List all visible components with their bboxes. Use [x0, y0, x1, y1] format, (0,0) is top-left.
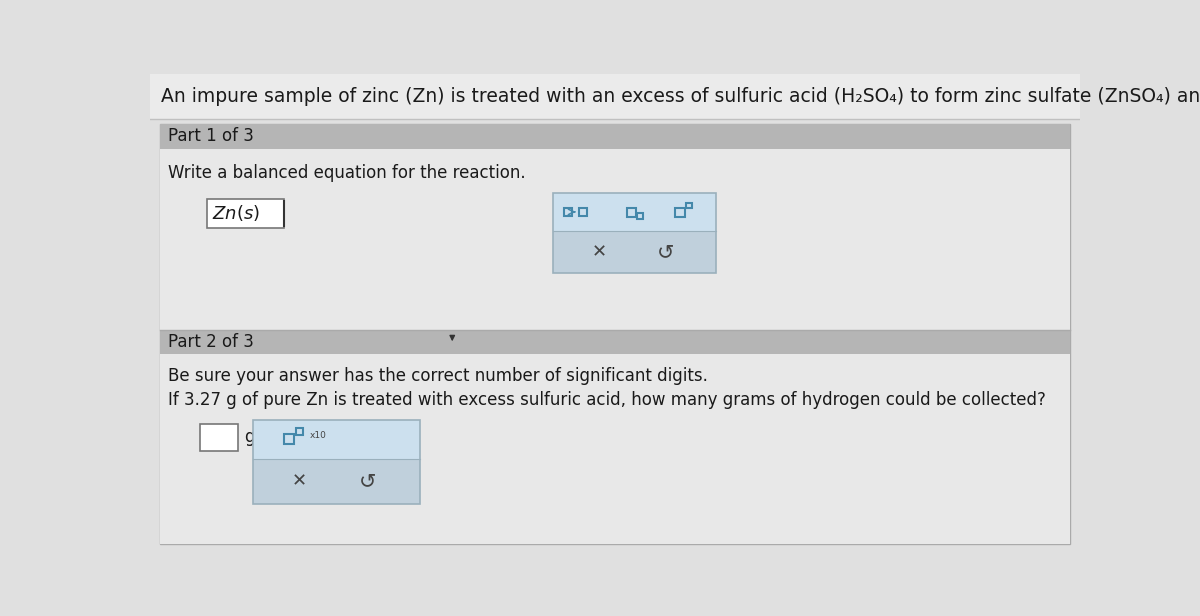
Bar: [564, 208, 571, 216]
Text: ↺: ↺: [359, 471, 377, 492]
Bar: [553, 231, 715, 274]
Text: An impure sample of zinc (Zn) is treated with an excess of sulfuric acid (H₂SO₄): An impure sample of zinc (Zn) is treated…: [161, 87, 1200, 106]
Text: If 3.27 g of pure Zn is treated with excess sulfuric acid, how many grams of hyd: If 3.27 g of pure Zn is treated with exc…: [168, 391, 1045, 410]
Bar: [160, 354, 1070, 544]
Text: ✕: ✕: [592, 243, 607, 261]
Bar: [553, 192, 715, 231]
Text: x10: x10: [310, 431, 326, 440]
Bar: [253, 419, 420, 458]
Bar: [284, 434, 294, 444]
Bar: [160, 124, 1070, 148]
Bar: [295, 428, 302, 436]
Text: Write a balanced equation for the reaction.: Write a balanced equation for the reacti…: [168, 164, 526, 182]
Text: Part 1 of 3: Part 1 of 3: [168, 128, 253, 145]
Bar: [150, 74, 1080, 118]
Bar: [637, 213, 643, 219]
Text: Be sure your answer has the correct number of significant digits.: Be sure your answer has the correct numb…: [168, 367, 708, 385]
Bar: [686, 203, 691, 208]
Bar: [200, 424, 238, 451]
Text: Part 2 of 3: Part 2 of 3: [168, 333, 253, 351]
Text: Zn$(s)$: Zn$(s)$: [212, 203, 260, 223]
Bar: [160, 124, 1070, 544]
Text: ✕: ✕: [292, 472, 307, 490]
Bar: [580, 208, 587, 216]
Bar: [676, 208, 685, 217]
Bar: [206, 198, 284, 228]
Text: g: g: [244, 428, 254, 447]
Bar: [626, 208, 636, 217]
Text: ↺: ↺: [656, 242, 674, 262]
Bar: [160, 330, 1070, 354]
Bar: [253, 458, 420, 505]
Bar: [553, 192, 715, 274]
Bar: [160, 148, 1070, 330]
Bar: [253, 419, 420, 505]
